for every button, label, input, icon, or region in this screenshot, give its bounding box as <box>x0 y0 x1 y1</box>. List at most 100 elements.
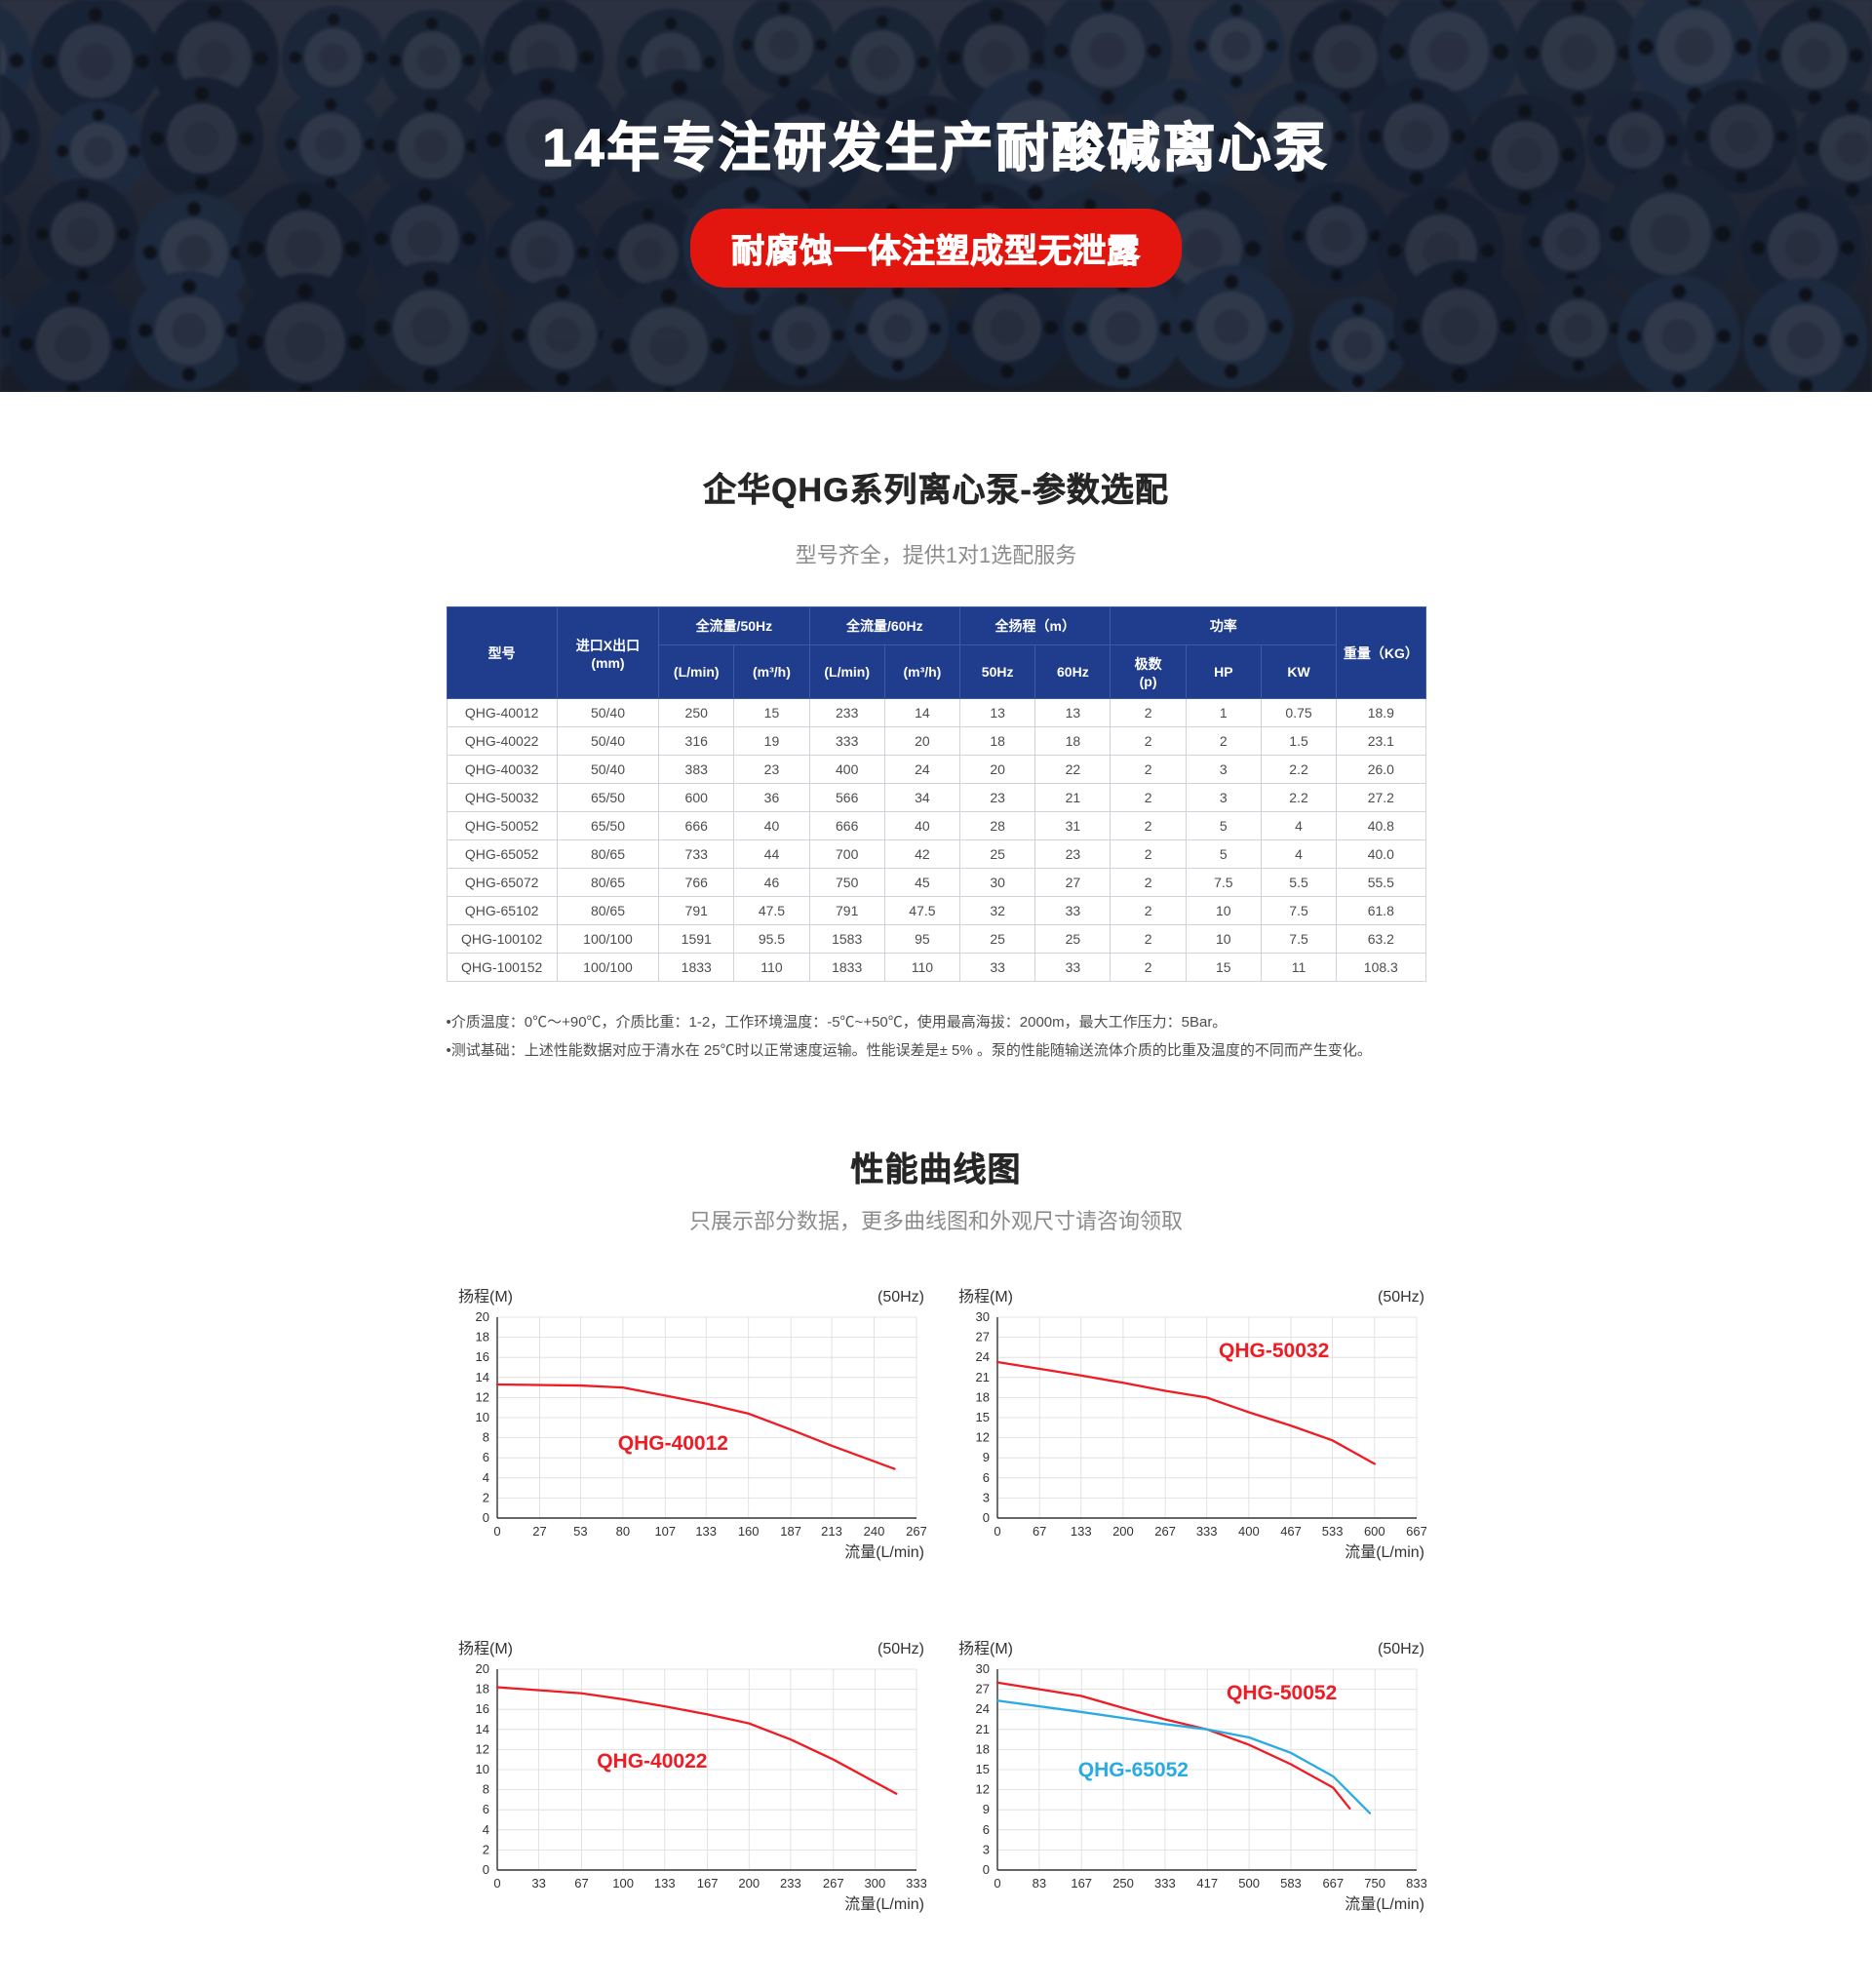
svg-text:10: 10 <box>475 1410 488 1424</box>
svg-text:6: 6 <box>482 1450 488 1464</box>
svg-text:200: 200 <box>1112 1524 1134 1539</box>
svg-text:9: 9 <box>982 1802 989 1816</box>
svg-text:8: 8 <box>482 1430 488 1445</box>
svg-text:187: 187 <box>780 1524 801 1539</box>
svg-text:100: 100 <box>612 1876 634 1891</box>
svg-text:扬程(M): 扬程(M) <box>958 1640 1013 1657</box>
svg-text:6: 6 <box>982 1822 989 1837</box>
svg-text:30: 30 <box>975 1661 989 1676</box>
svg-text:9: 9 <box>982 1450 989 1464</box>
svg-text:8: 8 <box>482 1782 488 1797</box>
svg-text:133: 133 <box>1070 1524 1091 1539</box>
svg-text:扬程(M): 扬程(M) <box>458 1640 513 1657</box>
svg-text:15: 15 <box>975 1410 989 1424</box>
svg-text:233: 233 <box>780 1876 801 1891</box>
svg-text:67: 67 <box>574 1876 588 1891</box>
svg-text:16: 16 <box>475 1349 488 1364</box>
svg-text:333: 333 <box>1195 1524 1217 1539</box>
svg-text:107: 107 <box>654 1524 676 1539</box>
svg-text:67: 67 <box>1032 1524 1045 1539</box>
svg-text:4: 4 <box>482 1470 488 1485</box>
svg-text:167: 167 <box>1071 1876 1092 1891</box>
svg-text:33: 33 <box>531 1876 545 1891</box>
svg-text:667: 667 <box>1322 1876 1344 1891</box>
svg-text:6: 6 <box>482 1802 488 1816</box>
svg-text:213: 213 <box>821 1524 842 1539</box>
svg-text:6: 6 <box>982 1470 989 1485</box>
svg-text:160: 160 <box>737 1524 759 1539</box>
svg-text:12: 12 <box>475 1389 488 1404</box>
svg-text:18: 18 <box>475 1330 488 1345</box>
svg-text:750: 750 <box>1364 1876 1385 1891</box>
svg-text:24: 24 <box>975 1701 989 1716</box>
svg-text:467: 467 <box>1280 1524 1302 1539</box>
svg-text:267: 267 <box>1154 1524 1176 1539</box>
svg-text:0: 0 <box>994 1524 1000 1539</box>
svg-text:12: 12 <box>975 1430 989 1445</box>
svg-text:250: 250 <box>1112 1876 1134 1891</box>
svg-text:扬程(M): 扬程(M) <box>958 1288 1013 1306</box>
svg-text:27: 27 <box>532 1524 546 1539</box>
svg-text:20: 20 <box>475 1661 488 1676</box>
svg-text:417: 417 <box>1196 1876 1218 1891</box>
svg-text:53: 53 <box>573 1524 587 1539</box>
svg-text:(50Hz): (50Hz) <box>1377 1289 1424 1306</box>
svg-text:14: 14 <box>475 1722 488 1736</box>
svg-text:27: 27 <box>975 1330 989 1345</box>
svg-text:0: 0 <box>493 1524 500 1539</box>
svg-text:0: 0 <box>982 1510 989 1525</box>
svg-text:667: 667 <box>1406 1524 1426 1539</box>
svg-text:(50Hz): (50Hz) <box>1377 1641 1424 1657</box>
svg-text:12: 12 <box>975 1782 989 1797</box>
svg-text:18: 18 <box>975 1389 989 1404</box>
svg-text:2: 2 <box>482 1842 488 1856</box>
svg-text:(50Hz): (50Hz) <box>877 1641 923 1657</box>
svg-text:21: 21 <box>975 1370 989 1384</box>
svg-text:24: 24 <box>975 1349 989 1364</box>
svg-text:133: 133 <box>695 1524 717 1539</box>
svg-text:3: 3 <box>982 1842 989 1856</box>
svg-text:流量(L/min): 流量(L/min) <box>844 1543 924 1561</box>
svg-text:流量(L/min): 流量(L/min) <box>844 1895 924 1913</box>
svg-text:QHG-40022: QHG-40022 <box>597 1750 707 1773</box>
svg-text:133: 133 <box>653 1876 675 1891</box>
svg-text:QHG-50052: QHG-50052 <box>1227 1682 1337 1704</box>
svg-text:0: 0 <box>982 1862 989 1877</box>
svg-text:240: 240 <box>863 1524 884 1539</box>
svg-text:200: 200 <box>738 1876 760 1891</box>
svg-text:30: 30 <box>975 1309 989 1324</box>
svg-text:14: 14 <box>475 1370 488 1384</box>
svg-text:833: 833 <box>1406 1876 1426 1891</box>
svg-text:QHG-65052: QHG-65052 <box>1077 1759 1188 1781</box>
svg-text:10: 10 <box>475 1762 488 1776</box>
svg-text:333: 333 <box>1154 1876 1176 1891</box>
svg-text:500: 500 <box>1238 1876 1260 1891</box>
svg-text:(50Hz): (50Hz) <box>877 1289 923 1306</box>
svg-text:0: 0 <box>482 1862 488 1877</box>
svg-text:12: 12 <box>475 1741 488 1756</box>
svg-text:267: 267 <box>906 1524 926 1539</box>
svg-text:0: 0 <box>493 1876 500 1891</box>
svg-text:167: 167 <box>696 1876 718 1891</box>
svg-text:2: 2 <box>482 1490 488 1504</box>
svg-text:4: 4 <box>482 1822 488 1837</box>
svg-text:333: 333 <box>906 1876 926 1891</box>
svg-text:267: 267 <box>822 1876 843 1891</box>
svg-text:3: 3 <box>982 1490 989 1504</box>
svg-text:0: 0 <box>994 1876 1000 1891</box>
svg-text:600: 600 <box>1363 1524 1384 1539</box>
svg-text:583: 583 <box>1280 1876 1302 1891</box>
svg-text:20: 20 <box>475 1309 488 1324</box>
svg-text:27: 27 <box>975 1682 989 1696</box>
svg-text:扬程(M): 扬程(M) <box>458 1288 513 1306</box>
svg-text:21: 21 <box>975 1722 989 1736</box>
svg-text:流量(L/min): 流量(L/min) <box>1345 1543 1424 1561</box>
svg-text:18: 18 <box>975 1741 989 1756</box>
svg-text:80: 80 <box>615 1524 629 1539</box>
svg-text:QHG-40012: QHG-40012 <box>617 1432 727 1455</box>
svg-text:15: 15 <box>975 1762 989 1776</box>
svg-text:QHG-50032: QHG-50032 <box>1219 1340 1329 1362</box>
svg-text:300: 300 <box>864 1876 885 1891</box>
svg-text:83: 83 <box>1032 1876 1045 1891</box>
svg-text:16: 16 <box>475 1701 488 1716</box>
